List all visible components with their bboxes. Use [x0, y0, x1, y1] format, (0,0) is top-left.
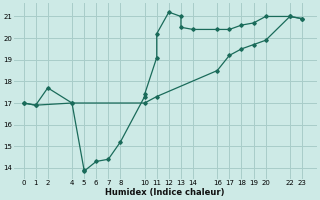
X-axis label: Humidex (Indice chaleur): Humidex (Indice chaleur): [106, 188, 225, 197]
